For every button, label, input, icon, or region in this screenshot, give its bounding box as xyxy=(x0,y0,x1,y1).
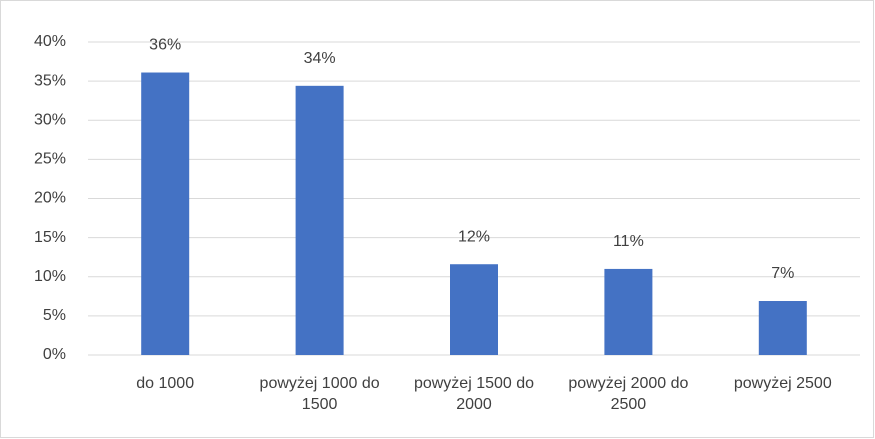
x-tick-label: powyżej 2000 do 2500 xyxy=(568,375,689,413)
x-tick-label: powyżej 1500 do 2000 xyxy=(413,375,535,413)
y-tick-label: 30% xyxy=(34,111,66,128)
data-label: 12% xyxy=(458,228,490,245)
x-tick-label: powyżej 1000 do 1500 xyxy=(259,375,380,413)
bar xyxy=(450,264,498,355)
data-label: 36% xyxy=(149,37,181,54)
y-tick-label: 0% xyxy=(43,346,66,363)
y-tick-label: 10% xyxy=(34,268,66,285)
y-tick-label: 35% xyxy=(34,72,66,89)
x-tick-label: do 1000 xyxy=(136,375,195,392)
data-label: 11% xyxy=(613,233,644,250)
y-tick-label: 20% xyxy=(34,190,66,207)
x-tick-label: powyżej 2500 xyxy=(733,375,832,392)
bar xyxy=(604,268,653,355)
y-tick-label: 5% xyxy=(43,307,66,324)
bar xyxy=(141,72,190,355)
data-label: 7% xyxy=(771,265,794,282)
y-tick-label: 15% xyxy=(34,229,66,246)
y-tick-label: 25% xyxy=(34,151,66,168)
data-label: 34% xyxy=(304,50,336,67)
bar xyxy=(295,85,344,355)
y-tick-label: 40% xyxy=(34,33,66,50)
bar xyxy=(758,301,807,355)
